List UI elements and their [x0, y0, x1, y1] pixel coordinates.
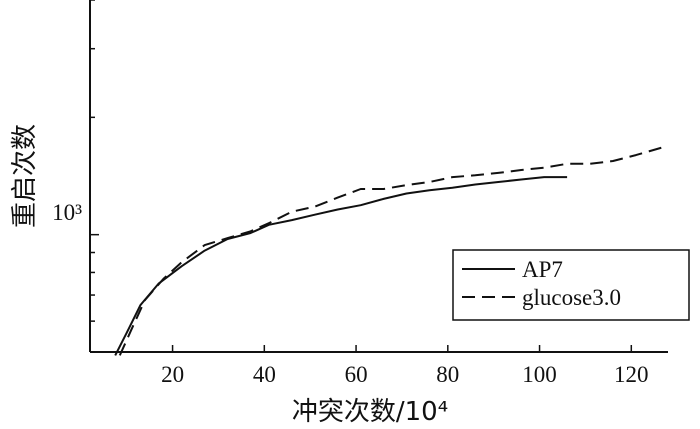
series-line-glucose3-0	[118, 144, 669, 356]
legend-box	[452, 249, 690, 321]
legend-label-ap7: AP7	[522, 257, 563, 282]
x-tick-label: 80	[436, 362, 459, 387]
x-tick-label: 120	[614, 362, 649, 387]
legend: AP7 glucose3.0	[452, 249, 690, 321]
x-tick-label: 60	[345, 362, 368, 387]
x-tick-label: 40	[253, 362, 276, 387]
series-layer	[114, 144, 669, 356]
y-axis-title: 重启次数	[10, 124, 40, 228]
plot-area: 20 40 60 80 100 120	[89, 0, 669, 387]
series-line-ap7	[114, 176, 568, 356]
y-ticks	[90, 0, 99, 353]
legend-label-glucose: glucose3.0	[522, 285, 621, 310]
x-tick-label: 20	[161, 362, 184, 387]
y-tick-label: 10³	[52, 200, 82, 225]
x-ticks: 20 40 60 80 100 120	[161, 345, 649, 387]
x-tick-label: 100	[522, 362, 557, 387]
x-axis-title: 冲突次数/10⁴	[292, 397, 448, 427]
